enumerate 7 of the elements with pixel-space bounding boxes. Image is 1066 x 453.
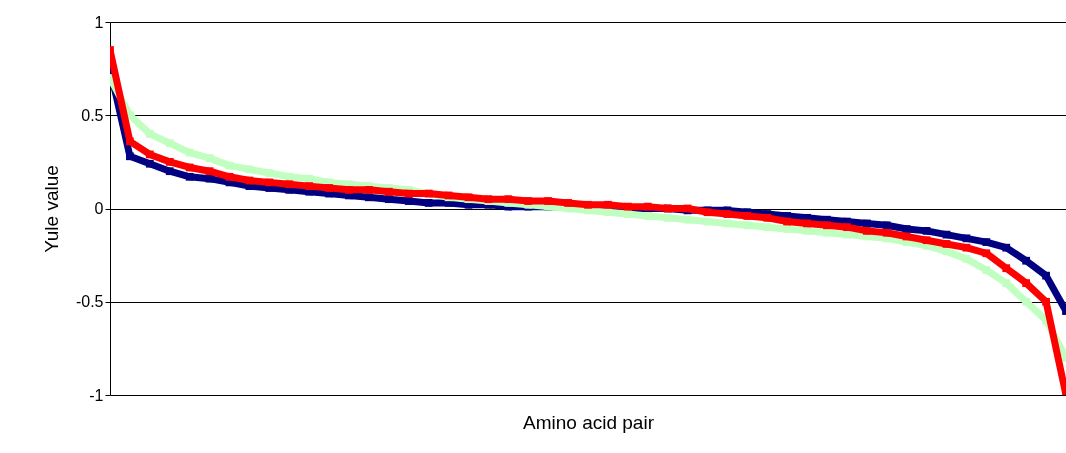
y-tick-label: 1	[94, 13, 104, 31]
y-tick-label: -1	[89, 386, 104, 404]
y-axis-title: Yule value	[40, 165, 62, 253]
y-tick-label: 0.5	[81, 106, 104, 124]
x-axis-title: Amino acid pair	[523, 411, 655, 433]
y-tick-label: -0.5	[75, 293, 104, 311]
y-tick-label: 0	[94, 200, 104, 217]
